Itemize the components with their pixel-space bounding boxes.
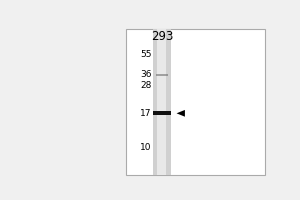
Text: 17: 17 bbox=[140, 109, 152, 118]
Text: 10: 10 bbox=[140, 143, 152, 152]
Text: 28: 28 bbox=[140, 81, 152, 90]
Bar bbox=[126, 29, 266, 175]
Bar bbox=[158, 29, 166, 175]
Bar bbox=[153, 111, 171, 115]
Bar bbox=[153, 29, 171, 175]
Text: 36: 36 bbox=[140, 70, 152, 79]
Polygon shape bbox=[176, 110, 185, 117]
Text: 293: 293 bbox=[151, 30, 173, 43]
Bar bbox=[156, 74, 168, 76]
Text: 55: 55 bbox=[140, 50, 152, 59]
